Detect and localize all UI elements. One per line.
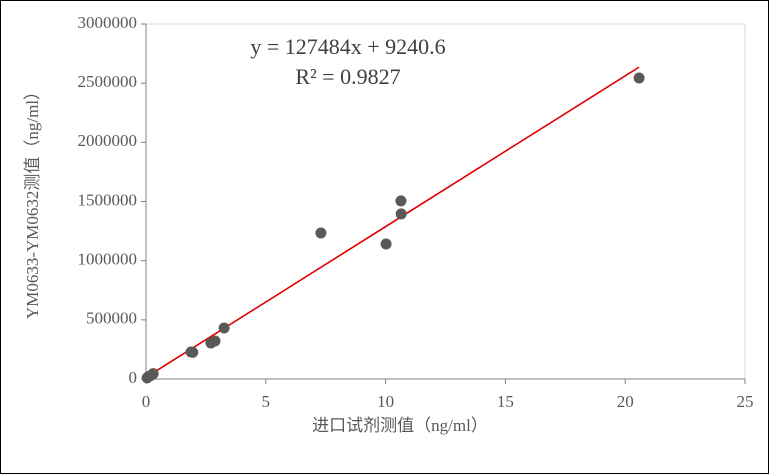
y-tick-label: 2500000 bbox=[78, 72, 138, 91]
x-tick-label: 25 bbox=[737, 392, 754, 411]
y-tick-label: 1500000 bbox=[78, 190, 138, 209]
x-tick-label: 10 bbox=[377, 392, 394, 411]
point bbox=[395, 208, 407, 220]
point bbox=[147, 368, 159, 380]
x-tick-label: 20 bbox=[617, 392, 634, 411]
point bbox=[395, 195, 407, 207]
point bbox=[633, 72, 645, 84]
point bbox=[380, 238, 392, 250]
point bbox=[218, 322, 230, 334]
y-tick-label: 2000000 bbox=[78, 131, 138, 150]
x-tick-label: 15 bbox=[497, 392, 514, 411]
x-axis-label: 进口试剂测值（ng/ml） bbox=[312, 416, 488, 435]
y-tick-label: 500000 bbox=[86, 309, 137, 328]
y-tick-label: 3000000 bbox=[78, 13, 138, 32]
point bbox=[187, 346, 199, 358]
r-squared: R² = 0.9827 bbox=[295, 64, 400, 89]
x-tick-label: 5 bbox=[262, 392, 271, 411]
y-axis-label: YM0633-YM0632测值（ng/ml） bbox=[23, 83, 42, 319]
equation: y = 127484x + 9240.6 bbox=[250, 34, 445, 59]
y-tick-label: 1000000 bbox=[78, 250, 138, 269]
x-tick-label: 0 bbox=[142, 392, 151, 411]
point bbox=[209, 335, 221, 347]
y-tick-label: 0 bbox=[129, 368, 138, 387]
point bbox=[315, 227, 327, 239]
